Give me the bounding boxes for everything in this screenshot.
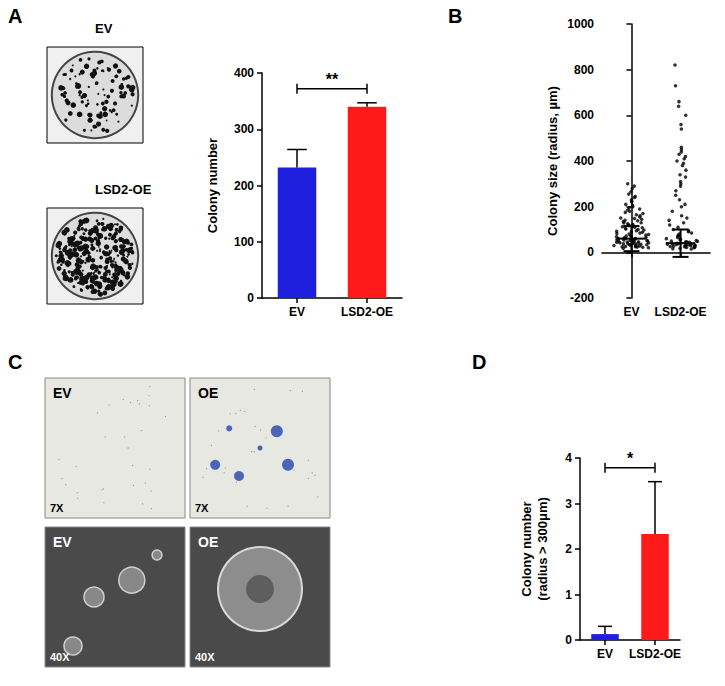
svg-text:400: 400 bbox=[234, 66, 254, 80]
svg-text:(radius > 300μm): (radius > 300μm) bbox=[535, 497, 550, 601]
svg-text:0: 0 bbox=[247, 291, 254, 305]
svg-text:D: D bbox=[472, 351, 486, 373]
svg-text:100: 100 bbox=[234, 235, 254, 249]
svg-text:400: 400 bbox=[574, 154, 594, 168]
svg-text:Colony number: Colony number bbox=[519, 501, 534, 596]
svg-text:EV: EV bbox=[623, 305, 639, 319]
svg-text:3: 3 bbox=[565, 497, 572, 511]
svg-text:Colony size (radius, µm): Colony size (radius, µm) bbox=[545, 86, 560, 236]
svg-text:1: 1 bbox=[565, 588, 572, 602]
svg-text:EV: EV bbox=[53, 385, 72, 401]
svg-text:LSD2-OE: LSD2-OE bbox=[629, 647, 681, 661]
svg-text:600: 600 bbox=[574, 108, 594, 122]
svg-text:LSD2-OE: LSD2-OE bbox=[655, 305, 707, 319]
svg-text:*: * bbox=[627, 450, 634, 467]
svg-text:40X: 40X bbox=[195, 651, 215, 663]
svg-text:1000: 1000 bbox=[567, 17, 594, 31]
svg-text:OE: OE bbox=[198, 534, 218, 550]
svg-text:B: B bbox=[448, 5, 462, 27]
svg-text:0: 0 bbox=[587, 245, 594, 259]
svg-text:0: 0 bbox=[565, 633, 572, 647]
svg-text:EV: EV bbox=[95, 21, 113, 36]
svg-text:Colony number: Colony number bbox=[205, 138, 220, 233]
svg-text:EV: EV bbox=[597, 647, 613, 661]
svg-text:300: 300 bbox=[234, 122, 254, 136]
svg-text:A: A bbox=[8, 5, 22, 27]
svg-text:200: 200 bbox=[234, 179, 254, 193]
svg-text:4: 4 bbox=[565, 451, 572, 465]
svg-text:**: ** bbox=[326, 71, 339, 88]
svg-text:LSD2-OE: LSD2-OE bbox=[95, 182, 152, 197]
svg-text:800: 800 bbox=[574, 63, 594, 77]
svg-text:40X: 40X bbox=[50, 651, 70, 663]
svg-text:EV: EV bbox=[289, 305, 305, 319]
svg-text:7X: 7X bbox=[50, 502, 64, 514]
svg-text:200: 200 bbox=[574, 200, 594, 214]
svg-text:C: C bbox=[8, 351, 22, 373]
svg-text:7X: 7X bbox=[195, 502, 209, 514]
svg-text:-200: -200 bbox=[570, 291, 594, 305]
svg-text:EV: EV bbox=[53, 534, 72, 550]
svg-text:LSD2-OE: LSD2-OE bbox=[341, 305, 393, 319]
svg-text:OE: OE bbox=[198, 385, 218, 401]
svg-text:2: 2 bbox=[565, 542, 572, 556]
